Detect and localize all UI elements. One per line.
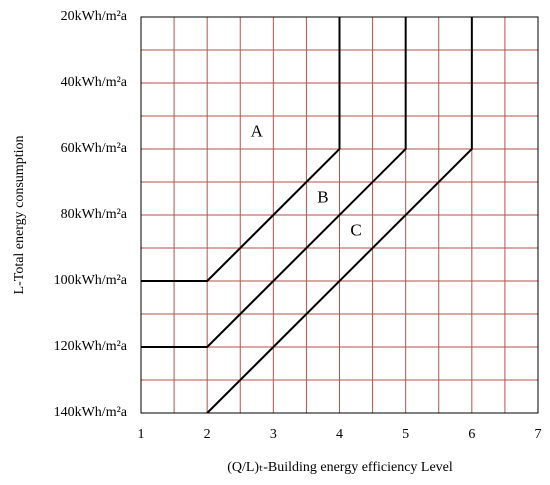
region-label: B bbox=[317, 187, 328, 206]
x-tick-label: 2 bbox=[204, 427, 211, 442]
x-tick-label: 6 bbox=[468, 427, 475, 442]
region-label: C bbox=[350, 220, 361, 239]
x-tick-label: 3 bbox=[270, 427, 277, 442]
y-tick-label: 140kWh/m²a bbox=[54, 405, 128, 420]
y-tick-label: 40kWh/m²a bbox=[61, 75, 128, 90]
x-tick-label: 4 bbox=[336, 427, 343, 442]
x-tick-label: 5 bbox=[402, 427, 409, 442]
y-tick-label: 60kWh/m²a bbox=[61, 141, 128, 156]
y-axis-label: L-Total energy consumption bbox=[12, 136, 27, 295]
y-tick-label: 20kWh/m²a bbox=[61, 9, 128, 24]
region-label: A bbox=[251, 121, 264, 140]
x-axis-label: (Q/L)ₜ-Building energy efficiency Level bbox=[227, 460, 453, 475]
y-tick-label: 120kWh/m²a bbox=[54, 339, 128, 354]
y-tick-label: 80kWh/m²a bbox=[61, 207, 128, 222]
boundary-line bbox=[141, 17, 407, 348]
x-tick-label: 7 bbox=[535, 427, 542, 442]
boundary-line bbox=[206, 17, 473, 414]
y-tick-label: 100kWh/m²a bbox=[54, 273, 128, 288]
boundary-line bbox=[141, 17, 341, 282]
x-tick-label: 1 bbox=[138, 427, 145, 442]
